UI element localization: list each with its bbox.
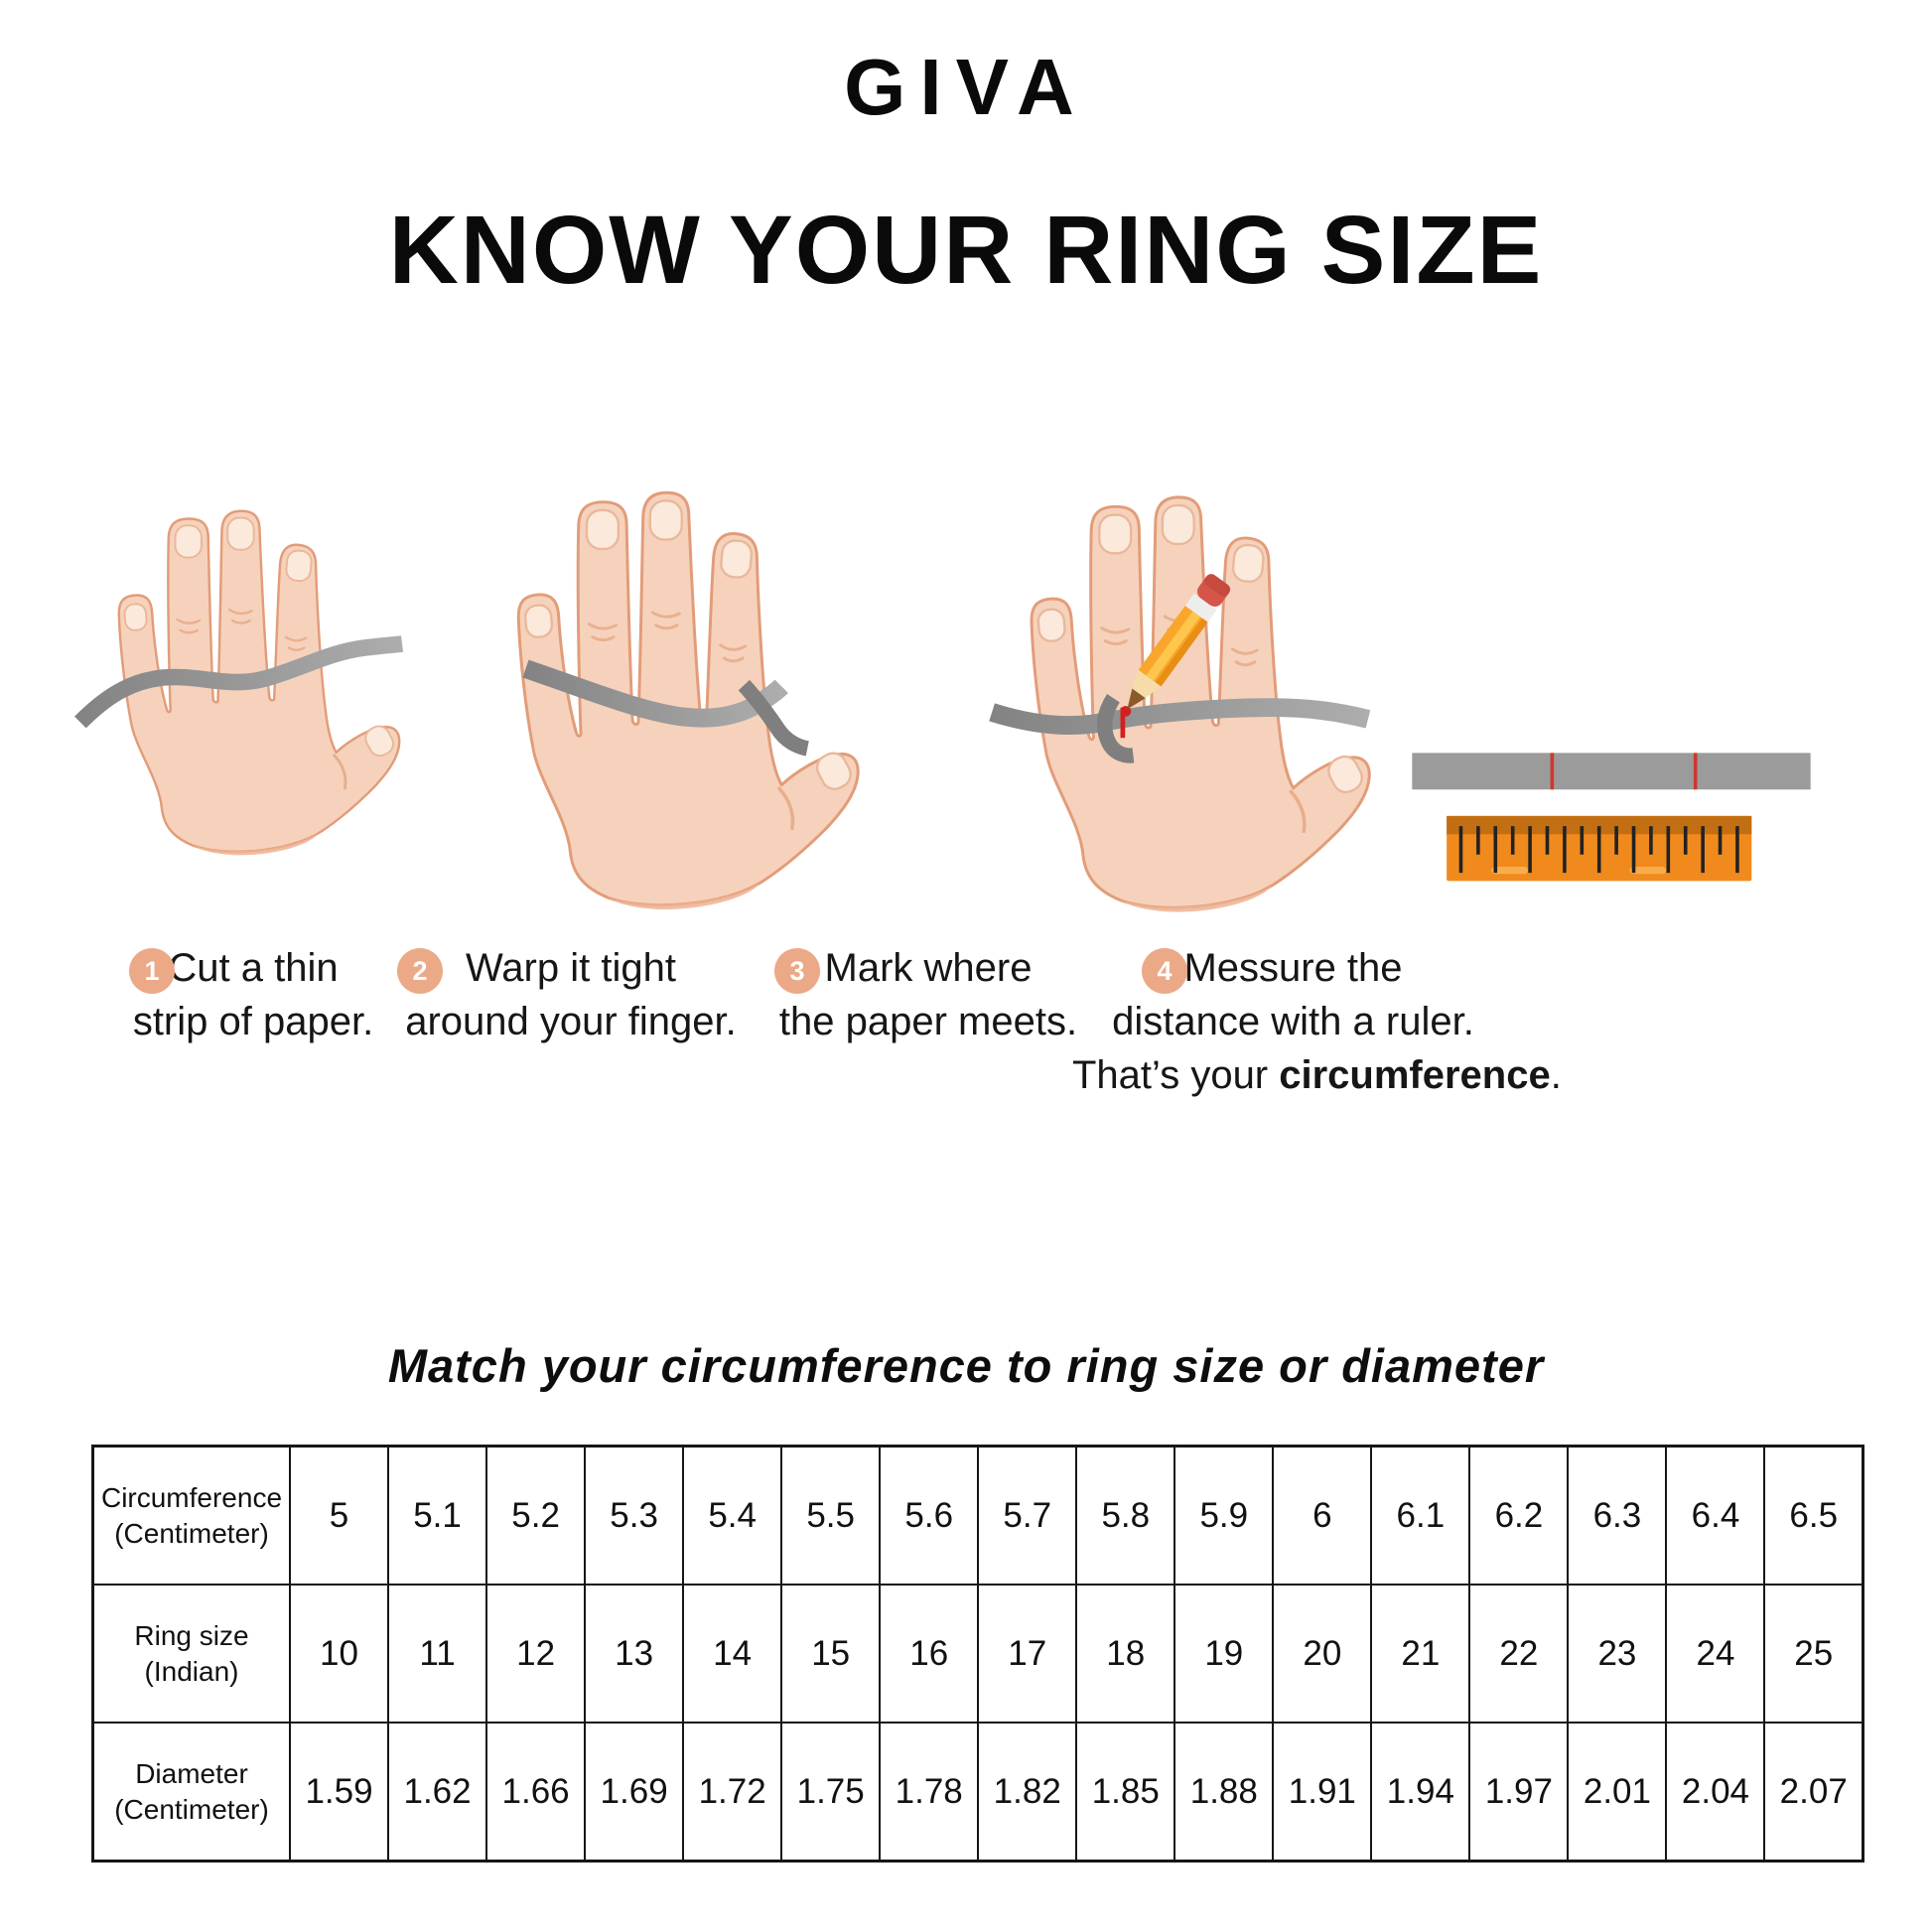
size-cell: 16 bbox=[879, 1584, 980, 1724]
row-header: Diameter (Centimeter) bbox=[91, 1722, 291, 1863]
size-cell: 1.59 bbox=[288, 1722, 390, 1863]
size-cell: 1.88 bbox=[1173, 1722, 1275, 1863]
step-caption-text: Mark where the paper meets. bbox=[778, 946, 1078, 1043]
pencil-icon bbox=[1120, 574, 1231, 717]
row-header: Circumference (Centimeter) bbox=[91, 1445, 291, 1586]
step-2-caption: 2 Warp it tight around your finger. bbox=[377, 941, 764, 1048]
size-cell: 1.97 bbox=[1468, 1722, 1570, 1863]
size-cell: 6.2 bbox=[1468, 1445, 1570, 1586]
size-cell: 5.5 bbox=[780, 1445, 882, 1586]
table-row: Circumference (Centimeter) 5 5.1 5.2 5.3 5.4 5.… bbox=[91, 1445, 1864, 1586]
size-cell: 18 bbox=[1075, 1584, 1176, 1724]
step-3-illustration hand-pencil-mark-icon bbox=[978, 432, 1375, 934]
size-cell: 6.5 bbox=[1763, 1445, 1864, 1586]
size-cell: 2.01 bbox=[1567, 1722, 1668, 1863]
size-cell: 5.2 bbox=[485, 1445, 587, 1586]
ruler-icon bbox=[1447, 815, 1752, 882]
paper-strip bbox=[522, 659, 788, 728]
size-cell: 1.75 bbox=[780, 1722, 882, 1863]
size-cell: 6 bbox=[1272, 1445, 1373, 1586]
size-cell: 5.9 bbox=[1173, 1445, 1275, 1586]
size-cell: 2.07 bbox=[1763, 1722, 1864, 1863]
table-row: Diameter (Centimeter) 1.59 1.62 1.66 1.69 1.72… bbox=[91, 1722, 1864, 1863]
step-1-illustration hand-paper-strip-icon bbox=[74, 457, 404, 874]
size-cell: 1.66 bbox=[485, 1722, 587, 1863]
size-cell: 1.72 bbox=[682, 1722, 783, 1863]
size-cell: 17 bbox=[977, 1584, 1078, 1724]
step-caption-text: Cut a thin strip of paper. bbox=[132, 946, 374, 1043]
step-3-caption: 3 Mark where the paper meets. bbox=[750, 941, 1107, 1048]
paper-strip-wrap bbox=[1097, 693, 1135, 763]
step-number-badge: 4 bbox=[1142, 948, 1187, 994]
table-title: Match your circumference to ring size or… bbox=[387, 1339, 1545, 1392]
size-cell: 5.4 bbox=[682, 1445, 783, 1586]
paper-strip-tail bbox=[738, 679, 810, 757]
page-title: KNOW YOUR RING SIZE bbox=[388, 196, 1544, 304]
brand-logo: GIVA bbox=[844, 43, 1088, 131]
size-cell: 22 bbox=[1468, 1584, 1570, 1724]
red-mark bbox=[1550, 753, 1555, 790]
table-row: Ring size (Indian) 10 11 12 13 14 15 16 17 18 19 20 2… bbox=[91, 1584, 1864, 1724]
size-cell: 5.3 bbox=[584, 1445, 685, 1586]
step-2-illustration hand-wrap-strip-icon bbox=[465, 427, 864, 931]
step-1-caption: 1 Cut a thin strip of paper. bbox=[89, 941, 417, 1048]
size-cell: 1.78 bbox=[879, 1722, 980, 1863]
row-header: Ring size (Indian) bbox=[91, 1584, 291, 1724]
size-cell: 6.3 bbox=[1567, 1445, 1668, 1586]
step-caption-text: Warp it tight around your finger. bbox=[405, 946, 737, 1043]
size-cell: 1.85 bbox=[1075, 1722, 1176, 1863]
size-cell: 20 bbox=[1272, 1584, 1373, 1724]
paper-strip bbox=[989, 698, 1371, 736]
size-cell: 6.1 bbox=[1370, 1445, 1471, 1586]
size-cell: 1.82 bbox=[977, 1722, 1078, 1863]
ring-size-table: Circumference (Centimeter) 5 5.1 5.2 5.3 5.4 5.… bbox=[91, 1445, 1864, 1863]
size-cell: 24 bbox=[1665, 1584, 1766, 1724]
size-cell: 1.94 bbox=[1370, 1722, 1471, 1863]
size-cell: 5.8 bbox=[1075, 1445, 1176, 1586]
step-caption-text: Messure the distance with a ruler. That’s … bbox=[1072, 946, 1562, 1097]
size-cell: 13 bbox=[584, 1584, 685, 1724]
step-number-badge: 3 bbox=[774, 948, 820, 994]
size-cell: 21 bbox=[1370, 1584, 1471, 1724]
step-4-caption: 4 Messure the distance with a ruler. That’s… bbox=[1072, 941, 1562, 1102]
size-cell: 10 bbox=[288, 1584, 390, 1724]
size-cell: 2.04 bbox=[1665, 1722, 1766, 1863]
step-4-illustration strip-and-ruler-icon bbox=[1398, 737, 1825, 919]
size-cell: 1.69 bbox=[584, 1722, 685, 1863]
size-cell: 1.62 bbox=[387, 1722, 488, 1863]
size-cell: 5.6 bbox=[879, 1445, 980, 1586]
size-cell: 1.91 bbox=[1272, 1722, 1373, 1863]
size-cell: 12 bbox=[485, 1584, 587, 1724]
size-cell: 5.7 bbox=[977, 1445, 1078, 1586]
size-cell: 23 bbox=[1567, 1584, 1668, 1724]
size-cell: 15 bbox=[780, 1584, 882, 1724]
marked-paper-strip bbox=[1412, 753, 1811, 790]
red-mark bbox=[1693, 753, 1698, 790]
size-cell: 6.4 bbox=[1665, 1445, 1766, 1586]
step-number-badge: 1 bbox=[129, 948, 175, 994]
step-number-badge: 2 bbox=[397, 948, 443, 994]
size-cell: 19 bbox=[1173, 1584, 1275, 1724]
size-cell: 14 bbox=[682, 1584, 783, 1724]
size-cell: 5.1 bbox=[387, 1445, 488, 1586]
size-cell: 11 bbox=[387, 1584, 488, 1724]
paper-strip bbox=[74, 635, 404, 729]
size-cell: 5 bbox=[288, 1445, 390, 1586]
size-cell: 25 bbox=[1763, 1584, 1864, 1724]
